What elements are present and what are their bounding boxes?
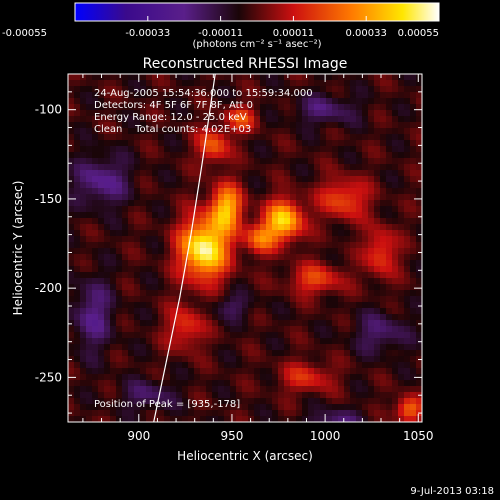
y-axis-label: Heliocentric Y (arcsec) [11,181,25,316]
colorbar: -0.00055 -0.00033 -0.00011 0.00011 0.00033 0.… [2,2,440,50]
x-axis-label: Heliocentric X (arcsec) [177,449,313,463]
colorbar-tick-label: 0.00055 [398,28,439,39]
x-tick-label: 900 [127,429,150,443]
annotation-detectors: Detectors: 4F 5F 6F 7F 8F, Att 0 [94,100,253,111]
heatmap-image [68,74,422,422]
x-tick-label: 1000 [310,429,341,443]
annotation-total-counts: Clean Total counts: 4.02E+03 [94,124,251,135]
x-tick-label: 1050 [403,429,434,443]
y-tick-label: -200 [35,281,62,295]
peak-position-label: Position of Peak = [935,-178] [94,399,240,410]
colorbar-ticks: -0.00055 -0.00033 -0.00011 0.00011 0.00033 0.… [2,16,440,39]
annotation-block: 24-Aug-2005 15:54:36.000 to 15:59:34.000… [94,88,313,135]
y-tick-label: -100 [35,103,62,117]
chart-title: Reconstructed RHESSI Image [143,56,348,72]
colorbar-tick-label: -0.00055 [2,28,47,39]
colorbar-gradient [74,2,440,22]
solar-limb-curve [153,74,216,422]
colorbar-units-label: (photons cm⁻² s⁻¹ asec⁻²) [192,39,321,50]
colorbar-tick-label: -0.00011 [198,28,243,39]
x-tick-label: 950 [221,429,244,443]
annotation-energy-range: Energy Range: 12.0 - 25.0 keV [94,112,247,123]
plot-timestamp: 9-Jul-2013 03:18 [410,486,494,497]
colorbar-tick-label: 0.00011 [273,28,314,39]
colorbar-tick-label: 0.00033 [346,28,387,39]
y-tick-label: -250 [35,370,62,384]
y-tick-label: -150 [35,192,62,206]
plot-frame [67,73,423,423]
colorbar-tick-label: -0.00033 [125,28,170,39]
limb-line [153,74,216,422]
annotation-time-range: 24-Aug-2005 15:54:36.000 to 15:59:34.000 [94,88,313,99]
axis-ticks: 900 950 1000 1050 -100 -150 -200 -250 [35,73,434,443]
